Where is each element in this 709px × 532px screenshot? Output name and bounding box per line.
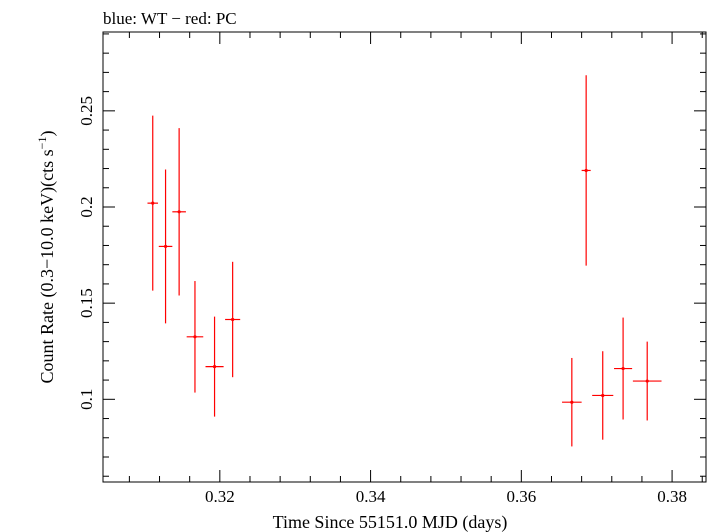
x-tick-label: 0.32 <box>205 487 235 506</box>
data-point <box>581 75 591 266</box>
point-marker <box>231 317 235 322</box>
data-point <box>172 128 186 296</box>
y-tick-label: 0.2 <box>77 196 96 217</box>
point-marker <box>621 366 625 371</box>
x-axis: 0.32 0.34 0.36 0.38 <box>128 32 703 506</box>
y-tick-label: 0.25 <box>77 96 96 126</box>
point-marker <box>601 393 605 398</box>
data-point <box>186 281 204 393</box>
y-tick-label: 0.1 <box>77 389 96 410</box>
y-axis-label: Count Rate (0.3−10.0 keV)(cts s−1) <box>35 131 58 384</box>
y-tick-label: 0.15 <box>77 288 96 318</box>
x-tick-label: 0.34 <box>356 487 386 506</box>
point-marker <box>645 379 649 383</box>
y-axis: 0.1 0.15 0.2 0.25 <box>77 33 706 477</box>
point-marker <box>193 335 197 339</box>
y-axis-label-exponent: −1 <box>35 137 49 150</box>
x-axis-label: Time Since 55151.0 MJD (days) <box>273 512 508 532</box>
chart-title: blue: WT − red: PC <box>103 9 237 28</box>
plot-frame <box>102 31 707 483</box>
point-marker <box>177 210 181 214</box>
x-tick-label: 0.36 <box>506 487 536 506</box>
data-point <box>158 169 173 324</box>
data-point <box>225 261 241 378</box>
data-point <box>592 351 614 440</box>
data-point <box>632 341 662 421</box>
data-point <box>614 317 633 420</box>
data-point <box>147 115 159 291</box>
data-point <box>205 316 224 417</box>
point-marker <box>151 201 155 205</box>
data-point <box>562 357 582 447</box>
data-series-pc <box>147 75 662 447</box>
x-tick-label: 0.38 <box>657 487 687 506</box>
point-marker <box>163 244 168 249</box>
point-marker <box>570 400 574 404</box>
point-marker <box>212 365 217 369</box>
y-axis-label-end: ) <box>37 131 58 137</box>
y-axis-label-main: Count Rate (0.3−10.0 keV)(cts s <box>37 149 58 383</box>
point-marker <box>584 168 588 173</box>
